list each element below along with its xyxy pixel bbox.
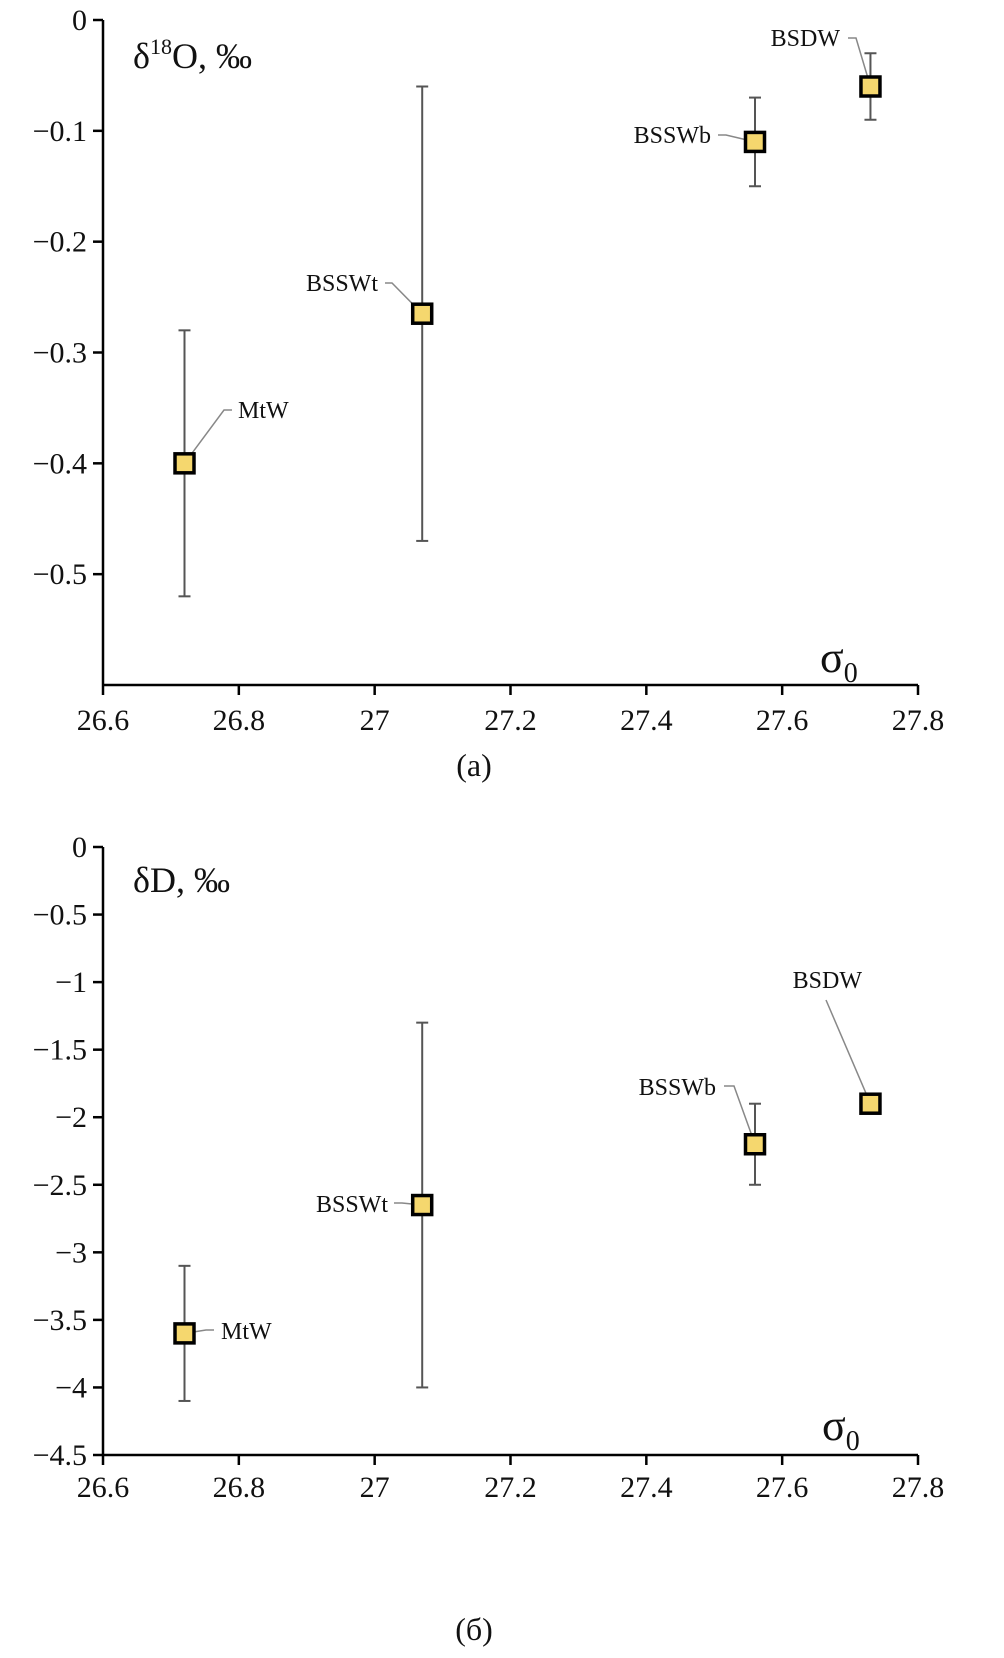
label-leader [183,409,232,464]
chart-panel-a: 0 −0.1 −0.2 −0.3 −0.4 −0.5 26.6 26.8 27 27.2 27.4… [33,4,945,783]
panel-caption: (a) [456,747,492,783]
point-labels: MtW BSSWt BSSWb BSDW [238,26,840,424]
data-point-marker [410,1193,434,1217]
data-point-marker [859,1092,882,1115]
point-label: BSSWb [639,1075,716,1101]
point-labels: MtW BSSWt BSSWb BSDW [221,968,862,1345]
data-point-marker [173,1322,196,1345]
data-point-marker [743,130,767,154]
x-tick-label: 26.8 [213,704,266,737]
y-tick-label: 0 [72,831,87,864]
y-tick-label: −4 [55,1371,87,1404]
x-tick-label: 27.2 [484,704,537,737]
point-label: BSDW [793,968,863,994]
y-ticks: 0 −0.5 −1 −1.5 −2 −2.5 −3 −3.5 −4 −4.5 [33,831,103,1472]
label-leader [825,999,872,1105]
point-label: BSSWt [316,1192,388,1218]
y-axis-label: δ18O, ‰ [133,34,252,76]
point-label: BSDW [771,26,841,52]
x-axis-label-sigma: σ [820,633,844,682]
label-leader [724,1085,756,1145]
x-tick-label: 27 [360,1471,390,1504]
x-ticks: 26.6 26.8 27 27.2 27.4 27.6 27.8 [77,685,945,737]
data-points [173,75,882,475]
data-point-marker [173,452,196,475]
x-tick-label: 26.6 [77,704,130,737]
y-tick-label: −0.1 [33,115,87,148]
y-axis-label-delta: δ [133,860,150,900]
error-bars [178,52,877,598]
chart-panel-b: 0 −0.5 −1 −1.5 −2 −2.5 −3 −3.5 −4 −4.5 26.6 26.8 27… [33,831,945,1647]
x-ticks: 26.6 26.8 27 27.2 27.4 27.6 27.8 [77,1455,945,1504]
y-tick-label: −0.3 [33,337,87,370]
x-axis-label: σ0 [820,633,858,689]
y-tick-label: −2.5 [33,1169,87,1202]
y-axis-label-rest: O, ‰ [172,36,252,76]
y-tick-label: −0.4 [33,447,87,480]
y-tick-label: 0 [72,4,87,37]
label-leader [848,37,872,87]
y-tick-label: −4.5 [33,1439,87,1472]
x-tick-label: 27.8 [892,1471,945,1504]
y-axis-label-delta: δ [133,36,150,76]
y-tick-label: −3.5 [33,1304,87,1337]
label-leaders [184,999,872,1335]
point-label: BSSWb [634,123,711,149]
y-tick-label: −1 [55,966,87,999]
x-tick-label: 26.6 [77,1471,130,1504]
data-point-marker [859,75,882,98]
y-axis-label-rest: D, ‰ [150,860,230,900]
x-tick-label: 27 [360,704,390,737]
x-tick-label: 26.8 [213,1471,266,1504]
x-tick-label: 27.8 [892,704,945,737]
x-tick-label: 27.4 [620,1471,673,1504]
x-tick-label: 27.6 [756,1471,809,1504]
x-tick-label: 27.4 [620,704,673,737]
y-tick-label: −0.2 [33,226,87,259]
y-tick-label: −0.5 [33,899,87,932]
point-label: MtW [238,398,289,424]
y-ticks: 0 −0.1 −0.2 −0.3 −0.4 −0.5 [33,4,103,591]
y-axis-label-superscript: 18 [150,34,172,59]
x-tick-label: 27.6 [756,704,809,737]
x-tick-label: 27.2 [484,1471,537,1504]
x-axis-label-subscript: 0 [846,1426,860,1457]
data-points [173,1092,882,1345]
y-tick-label: −1.5 [33,1034,87,1067]
y-tick-label: −3 [55,1236,87,1269]
panel-caption: (б) [455,1611,493,1647]
y-tick-label: −0.5 [33,558,87,591]
y-axis-label: δD, ‰ [133,860,230,900]
x-axis-label: σ0 [822,1401,860,1457]
y-tick-label: −2 [55,1101,87,1134]
point-label: BSSWt [306,271,378,297]
data-point-marker [410,302,434,325]
point-label: MtW [221,1319,272,1345]
x-axis-label-subscript: 0 [844,658,858,689]
data-point-marker [743,1132,767,1156]
x-axis-label-sigma: σ [822,1401,846,1450]
